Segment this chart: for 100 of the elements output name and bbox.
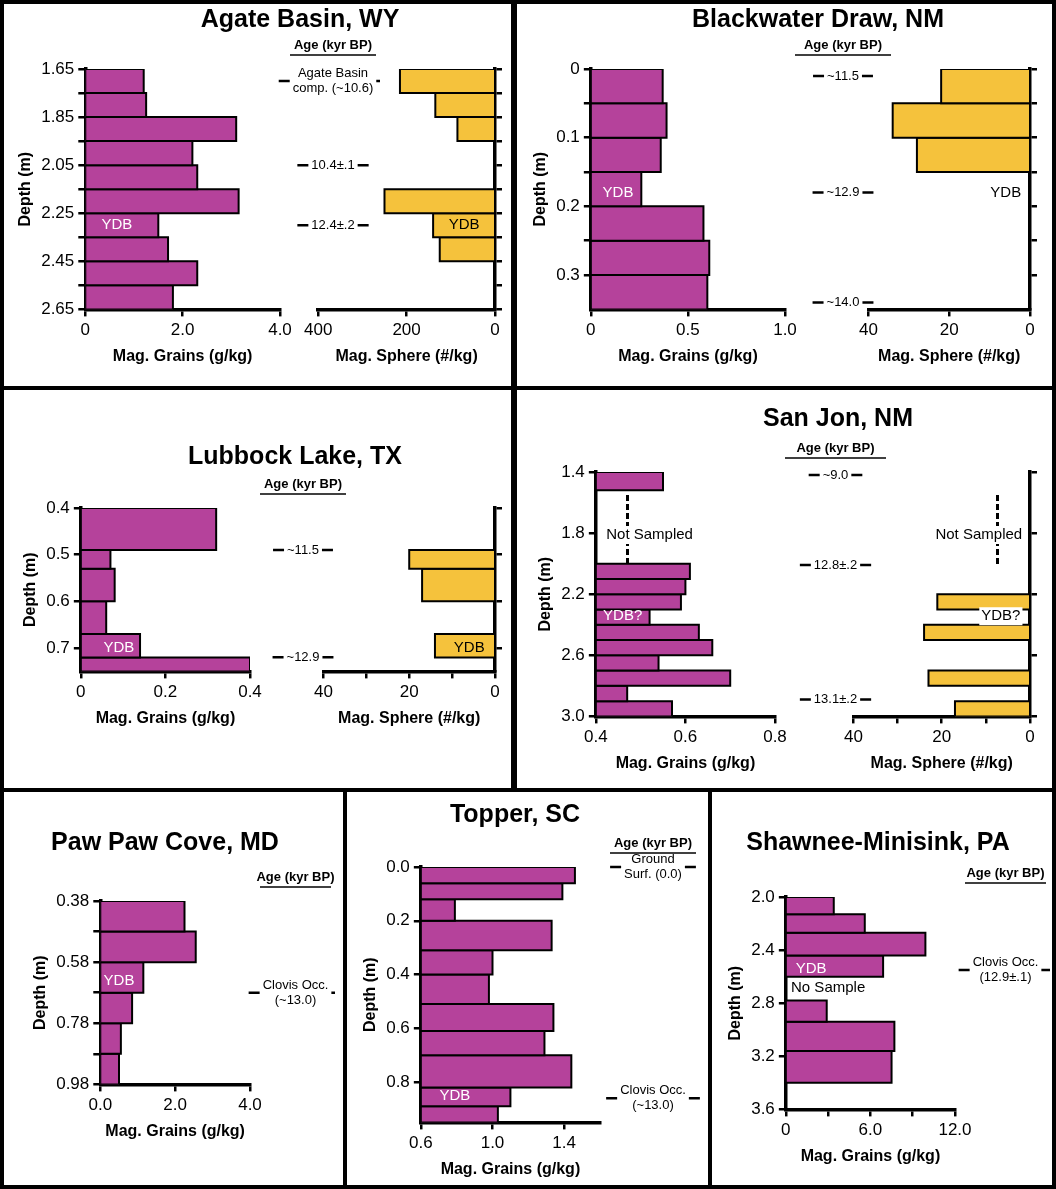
y-tick-label: 0.0 [386, 856, 410, 876]
y-tick-label: 0.58 [56, 951, 90, 971]
chart-title: Shawnee-Minisink, PA [745, 826, 1011, 856]
y-tick-label: 3.0 [561, 706, 585, 726]
y-tick-label: 2.05 [41, 154, 75, 174]
x-tick-label: 0.4 [238, 682, 262, 702]
y-tick-label: 1.85 [41, 106, 75, 126]
annotation: Not Sampled [606, 525, 693, 543]
annotation: YDB [453, 638, 485, 656]
text: Age (kyr BP) [293, 36, 373, 52]
y-tick-label: 0.8 [386, 1071, 410, 1091]
text: ~11.5 [827, 67, 859, 83]
y-axis-title: Depth (m) [536, 556, 554, 632]
x-axis-title: Mag. Grains (g/kg) [615, 753, 756, 771]
y-tick-label: 0.7 [46, 637, 70, 657]
y-tick-label: 0.98 [56, 1074, 90, 1094]
x-tick-label: 20 [399, 682, 419, 702]
x-axis-title: Mag. Grains (g/kg) [112, 346, 253, 364]
text: Age (kyr BP) [966, 864, 1045, 880]
y-tick-label: 0 [570, 58, 580, 78]
annotation: YDB [602, 182, 634, 200]
x-tick-label: 0.4 [584, 727, 608, 747]
chart-title: Blackwater Draw, NM [691, 3, 945, 33]
y-tick-label: 2.0 [751, 886, 775, 906]
annotation: YDB [101, 215, 133, 233]
y-tick-label: 1.8 [561, 522, 585, 542]
x-tick-label: 40 [843, 727, 863, 747]
x-axis-title: Mag. Grains (g/kg) [618, 346, 758, 364]
y-tick-label: 2.6 [561, 644, 585, 664]
y-tick-label: 2.8 [751, 992, 775, 1012]
x-tick-label: 200 [392, 320, 421, 340]
x-axis-title: Mag. Sphere (#/kg) [878, 346, 1021, 364]
y-tick-label: 0.3 [556, 264, 580, 284]
x-tick-label: 0.6 [409, 1133, 433, 1153]
chart-title: Lubbock Lake, TX [187, 440, 403, 470]
x-tick-label: 12.0 [938, 1120, 972, 1140]
x-axis-title: Mag. Sphere (#/kg) [335, 346, 478, 364]
text: Clovis Occ. (~13.0) [620, 1082, 686, 1113]
y-tick-label: 0.2 [556, 196, 580, 216]
y-tick-label: 2.45 [41, 251, 75, 271]
x-axis-title: Mag. Grains (g/kg) [440, 1159, 581, 1177]
text: ~12.9 [826, 184, 860, 200]
annotation: YDB? [981, 606, 1021, 624]
annotation: YDB [990, 182, 1022, 200]
text: Age (kyr BP) [256, 868, 335, 884]
y-tick-label: 0.6 [386, 1017, 410, 1037]
annotation: 13.1±.2 [813, 691, 858, 707]
x-tick-label: 0 [490, 320, 500, 340]
y-axis-title: Depth (m) [531, 151, 549, 227]
y-tick-label: 1.65 [41, 58, 75, 78]
y-tick-label: 0.4 [46, 497, 70, 517]
x-tick-label: 6.0 [858, 1120, 883, 1140]
chart-title: Topper, SC [448, 798, 582, 828]
x-tick-label: 0.2 [153, 682, 178, 702]
y-axis-title: Depth (m) [21, 552, 39, 628]
y-tick-label: 1.4 [561, 461, 585, 481]
x-tick-label: 2.0 [163, 1095, 187, 1115]
annotation: Not Sampled [935, 525, 1023, 543]
text: ~11.5 [287, 541, 319, 557]
x-tick-label: 0.5 [676, 320, 700, 340]
text: Age (kyr BP) [796, 439, 875, 455]
annotation: YDB [795, 958, 827, 976]
annotation: 10.4±.1 [311, 156, 355, 172]
y-tick-label: 2.25 [41, 202, 75, 222]
x-tick-label: 400 [303, 320, 333, 340]
x-tick-label: 0 [1025, 727, 1035, 747]
x-tick-label: 1.0 [480, 1133, 505, 1153]
annotation: YDB? [603, 606, 643, 624]
x-tick-label: 0.0 [88, 1095, 113, 1115]
x-tick-label: 0 [1025, 320, 1035, 340]
x-tick-label: 20 [932, 727, 952, 747]
y-tick-label: 0.38 [56, 890, 90, 910]
text: ~12.9 [286, 648, 320, 664]
x-tick-label: 40 [858, 320, 878, 340]
text: Clovis Occ. (12.9±.1) [972, 954, 1039, 985]
annotation: YDB [439, 1085, 471, 1103]
chart-title: Paw Paw Cove, MD [50, 826, 280, 856]
text: ~14.0 [826, 294, 860, 310]
y-tick-label: 2.2 [561, 583, 585, 603]
text: San Jon, NM [762, 402, 914, 432]
x-axis-title: Mag. Grains (g/kg) [95, 708, 236, 726]
y-axis-title: Depth (m) [361, 957, 379, 1033]
annotation: YDB [103, 638, 135, 656]
y-tick-label: 0.1 [556, 127, 580, 147]
y-tick-label: 3.6 [751, 1099, 775, 1119]
text: Age (kyr BP) [613, 834, 693, 850]
chart-title: Agate Basin, WY [199, 3, 401, 33]
y-axis-title: Depth (m) [16, 151, 34, 227]
x-tick-label: 40 [313, 682, 333, 702]
x-axis-title: Mag. Grains (g/kg) [800, 1146, 941, 1164]
annotation: YDB [448, 215, 480, 233]
text: Age (kyr BP) [263, 475, 343, 491]
x-axis-title: Mag. Sphere (#/kg) [338, 708, 481, 726]
x-tick-label: 0 [490, 682, 500, 702]
x-axis-title: Mag. Sphere (#/kg) [870, 753, 1013, 771]
text: Age (kyr BP) [803, 36, 883, 52]
y-tick-label: 0.78 [56, 1012, 90, 1032]
annotation: 12.4±.2 [311, 216, 355, 232]
y-tick-label: 0.4 [386, 964, 410, 984]
y-tick-label: 0.6 [46, 591, 70, 611]
